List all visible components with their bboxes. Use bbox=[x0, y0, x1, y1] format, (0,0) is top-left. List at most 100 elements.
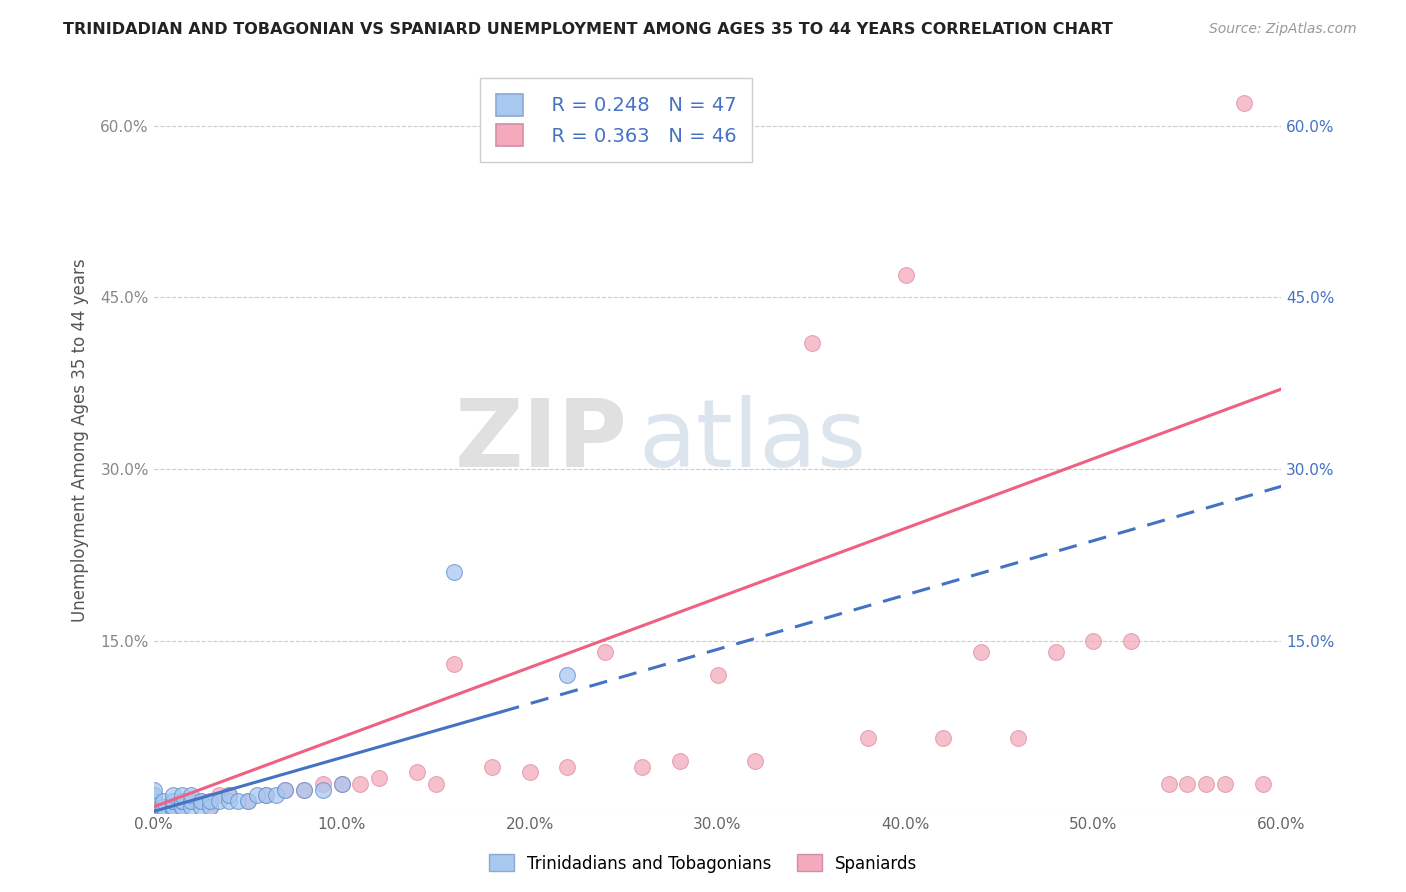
Point bbox=[312, 782, 335, 797]
Point bbox=[208, 789, 231, 803]
Point bbox=[969, 645, 991, 659]
Point bbox=[330, 777, 353, 791]
Point bbox=[256, 789, 278, 803]
Point bbox=[1007, 731, 1029, 746]
Point bbox=[180, 789, 202, 803]
Point bbox=[152, 800, 174, 814]
Point bbox=[142, 800, 165, 814]
Point bbox=[198, 800, 221, 814]
Point bbox=[142, 789, 165, 803]
Point bbox=[425, 777, 447, 791]
Point bbox=[170, 794, 193, 808]
Point bbox=[162, 789, 184, 803]
Point bbox=[443, 565, 465, 579]
Point bbox=[190, 794, 212, 808]
Point bbox=[669, 754, 692, 768]
Y-axis label: Unemployment Among Ages 35 to 44 years: Unemployment Among Ages 35 to 44 years bbox=[72, 259, 89, 623]
Point bbox=[142, 782, 165, 797]
Text: atlas: atlas bbox=[638, 394, 868, 486]
Point bbox=[208, 794, 231, 808]
Point bbox=[555, 760, 578, 774]
Point bbox=[142, 789, 165, 803]
Point bbox=[152, 805, 174, 820]
Point bbox=[162, 800, 184, 814]
Point bbox=[236, 794, 259, 808]
Legend: Trinidadians and Tobagonians, Spaniards: Trinidadians and Tobagonians, Spaniards bbox=[482, 847, 924, 880]
Point bbox=[312, 777, 335, 791]
Point bbox=[198, 794, 221, 808]
Point bbox=[162, 805, 184, 820]
Point bbox=[1251, 777, 1274, 791]
Point bbox=[170, 794, 193, 808]
Point bbox=[218, 789, 240, 803]
Text: ZIP: ZIP bbox=[454, 394, 627, 486]
Point bbox=[405, 765, 427, 780]
Point bbox=[368, 771, 391, 785]
Point bbox=[198, 800, 221, 814]
Point bbox=[555, 668, 578, 682]
Point bbox=[519, 765, 541, 780]
Point bbox=[180, 794, 202, 808]
Point bbox=[218, 789, 240, 803]
Point bbox=[142, 800, 165, 814]
Point bbox=[152, 794, 174, 808]
Point bbox=[256, 789, 278, 803]
Point bbox=[274, 782, 297, 797]
Point bbox=[170, 800, 193, 814]
Point bbox=[170, 794, 193, 808]
Point bbox=[1157, 777, 1180, 791]
Point bbox=[142, 805, 165, 820]
Point bbox=[856, 731, 879, 746]
Legend:   R = 0.248   N = 47,   R = 0.363   N = 46: R = 0.248 N = 47, R = 0.363 N = 46 bbox=[481, 78, 752, 162]
Point bbox=[226, 794, 249, 808]
Point bbox=[246, 789, 269, 803]
Point bbox=[180, 800, 202, 814]
Point bbox=[236, 794, 259, 808]
Point bbox=[894, 268, 917, 282]
Point bbox=[152, 800, 174, 814]
Point bbox=[292, 782, 315, 797]
Point bbox=[274, 782, 297, 797]
Point bbox=[190, 794, 212, 808]
Point bbox=[152, 800, 174, 814]
Point bbox=[443, 657, 465, 671]
Point bbox=[162, 800, 184, 814]
Point bbox=[142, 800, 165, 814]
Point bbox=[142, 805, 165, 820]
Point bbox=[162, 800, 184, 814]
Point bbox=[481, 760, 503, 774]
Point bbox=[142, 805, 165, 820]
Point bbox=[142, 805, 165, 820]
Point bbox=[142, 794, 165, 808]
Point bbox=[162, 794, 184, 808]
Point bbox=[1083, 633, 1105, 648]
Point bbox=[631, 760, 654, 774]
Point bbox=[706, 668, 728, 682]
Point bbox=[142, 794, 165, 808]
Point bbox=[162, 794, 184, 808]
Point bbox=[142, 794, 165, 808]
Point bbox=[1119, 633, 1142, 648]
Point bbox=[292, 782, 315, 797]
Point bbox=[162, 794, 184, 808]
Point bbox=[1177, 777, 1199, 791]
Text: Source: ZipAtlas.com: Source: ZipAtlas.com bbox=[1209, 22, 1357, 37]
Point bbox=[800, 336, 823, 351]
Point bbox=[744, 754, 766, 768]
Point bbox=[330, 777, 353, 791]
Point bbox=[1195, 777, 1218, 791]
Text: TRINIDADIAN AND TOBAGONIAN VS SPANIARD UNEMPLOYMENT AMONG AGES 35 TO 44 YEARS CO: TRINIDADIAN AND TOBAGONIAN VS SPANIARD U… bbox=[63, 22, 1114, 37]
Point bbox=[1233, 95, 1256, 110]
Point bbox=[264, 789, 287, 803]
Point bbox=[1213, 777, 1236, 791]
Point bbox=[180, 794, 202, 808]
Point bbox=[349, 777, 371, 791]
Point bbox=[170, 800, 193, 814]
Point bbox=[593, 645, 616, 659]
Point bbox=[218, 794, 240, 808]
Point bbox=[190, 800, 212, 814]
Point bbox=[932, 731, 955, 746]
Point bbox=[1045, 645, 1067, 659]
Point bbox=[142, 800, 165, 814]
Point bbox=[170, 789, 193, 803]
